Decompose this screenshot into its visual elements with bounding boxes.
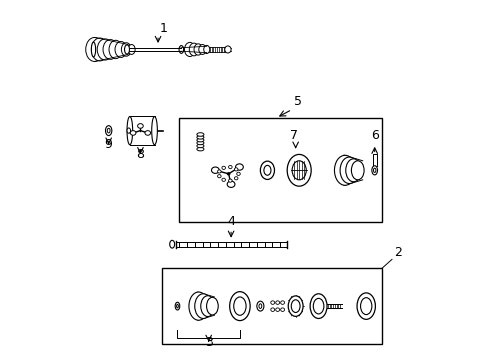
Ellipse shape — [217, 175, 221, 178]
Ellipse shape — [356, 293, 375, 319]
Ellipse shape — [234, 177, 238, 180]
Ellipse shape — [189, 43, 199, 56]
Ellipse shape — [194, 44, 202, 55]
Ellipse shape — [105, 126, 112, 136]
Ellipse shape — [211, 167, 219, 174]
Ellipse shape — [130, 131, 136, 135]
Ellipse shape — [197, 147, 203, 151]
Ellipse shape — [236, 172, 240, 175]
Ellipse shape — [340, 157, 358, 184]
Ellipse shape — [334, 155, 355, 185]
Ellipse shape — [235, 164, 243, 170]
Ellipse shape — [197, 138, 203, 142]
Ellipse shape — [127, 128, 130, 133]
Ellipse shape — [291, 300, 300, 312]
Ellipse shape — [151, 117, 157, 145]
Bar — [179, 118, 381, 222]
Ellipse shape — [228, 166, 232, 168]
Text: 3: 3 — [204, 336, 212, 349]
Ellipse shape — [197, 141, 203, 145]
Ellipse shape — [85, 37, 103, 62]
Ellipse shape — [188, 292, 208, 320]
Ellipse shape — [115, 41, 127, 57]
Text: 6: 6 — [370, 129, 378, 142]
Ellipse shape — [233, 297, 245, 315]
Ellipse shape — [256, 301, 264, 311]
Ellipse shape — [264, 165, 270, 175]
Ellipse shape — [109, 40, 122, 59]
Ellipse shape — [286, 154, 310, 186]
Ellipse shape — [121, 43, 131, 56]
Text: 7: 7 — [289, 129, 297, 142]
Ellipse shape — [228, 179, 232, 182]
Ellipse shape — [259, 304, 261, 309]
Ellipse shape — [103, 40, 118, 59]
Ellipse shape — [275, 301, 279, 304]
Ellipse shape — [206, 297, 218, 315]
Ellipse shape — [91, 42, 96, 57]
Ellipse shape — [137, 123, 143, 128]
Ellipse shape — [203, 45, 209, 54]
Ellipse shape — [351, 161, 364, 180]
Ellipse shape — [291, 161, 305, 180]
Ellipse shape — [184, 42, 195, 57]
Ellipse shape — [197, 136, 203, 139]
Text: 8: 8 — [136, 148, 144, 161]
Ellipse shape — [234, 168, 238, 171]
Ellipse shape — [280, 301, 284, 304]
Ellipse shape — [260, 161, 274, 180]
Ellipse shape — [371, 166, 377, 175]
Ellipse shape — [229, 292, 250, 321]
Text: 1: 1 — [160, 22, 167, 35]
Ellipse shape — [176, 304, 178, 308]
Text: 5: 5 — [293, 95, 301, 108]
Ellipse shape — [199, 45, 206, 54]
Ellipse shape — [201, 296, 214, 316]
Ellipse shape — [127, 117, 132, 145]
Ellipse shape — [227, 181, 234, 188]
Ellipse shape — [197, 133, 203, 136]
Ellipse shape — [179, 46, 183, 53]
Ellipse shape — [287, 296, 303, 316]
Ellipse shape — [91, 38, 108, 61]
Ellipse shape — [222, 178, 225, 181]
Ellipse shape — [360, 298, 371, 315]
Ellipse shape — [345, 159, 361, 182]
Ellipse shape — [144, 131, 150, 135]
Ellipse shape — [197, 144, 203, 148]
Ellipse shape — [227, 172, 229, 175]
Text: 9: 9 — [104, 138, 112, 151]
Ellipse shape — [194, 294, 211, 319]
Ellipse shape — [222, 166, 225, 170]
Ellipse shape — [280, 308, 284, 311]
Ellipse shape — [373, 168, 375, 172]
Ellipse shape — [107, 128, 110, 133]
Ellipse shape — [224, 46, 231, 53]
Bar — [161, 268, 381, 344]
Ellipse shape — [309, 294, 326, 319]
Ellipse shape — [97, 39, 113, 60]
Ellipse shape — [128, 45, 135, 54]
Ellipse shape — [217, 170, 221, 173]
Text: 4: 4 — [227, 215, 235, 228]
Text: 2: 2 — [393, 246, 401, 259]
Ellipse shape — [270, 308, 274, 311]
Ellipse shape — [275, 308, 279, 311]
Ellipse shape — [169, 240, 174, 248]
Ellipse shape — [124, 45, 129, 54]
Ellipse shape — [313, 298, 323, 314]
Ellipse shape — [270, 301, 274, 304]
Ellipse shape — [175, 302, 180, 310]
